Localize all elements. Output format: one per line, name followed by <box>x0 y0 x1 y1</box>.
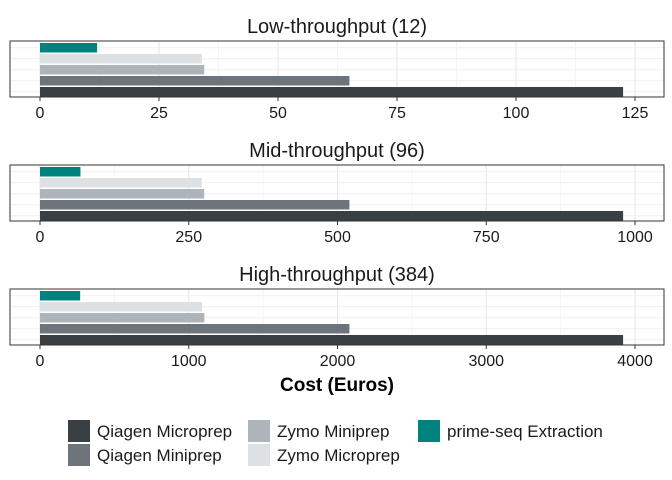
tick-label: 0 <box>36 105 45 122</box>
tick-label: 25 <box>150 105 168 122</box>
bar-zymo-microprep <box>40 54 202 64</box>
tick-label: 125 <box>622 105 649 122</box>
legend: Qiagen Microprep Qiagen Miniprep Zymo Mini… <box>68 420 603 466</box>
bar-prime-seq-extraction <box>40 291 81 301</box>
legend-label: Qiagen Microprep <box>97 422 232 441</box>
legend-swatch <box>248 420 270 442</box>
tick-label: 4000 <box>617 353 653 370</box>
legend-swatch <box>418 420 440 442</box>
bar-qiagen-microprep <box>40 211 624 221</box>
tick-label: 3000 <box>468 353 504 370</box>
legend-label: Zymo Microprep <box>277 446 400 465</box>
tick-label: 1000 <box>617 229 653 246</box>
legend-label: Qiagen Miniprep <box>97 446 222 465</box>
tick-label: 250 <box>175 229 202 246</box>
x-axis-title: Cost (Euros) <box>280 375 394 396</box>
bar-zymo-miniprep <box>40 189 205 199</box>
panel-title: High-throughput (384) <box>239 264 435 286</box>
bar-qiagen-microprep <box>40 335 624 345</box>
bar-zymo-miniprep <box>40 313 205 323</box>
bar-qiagen-miniprep <box>40 200 350 210</box>
bar-prime-seq-extraction <box>40 167 81 177</box>
bar-zymo-microprep <box>40 302 203 312</box>
tick-label: 100 <box>503 105 530 122</box>
bar-zymo-microprep <box>40 178 202 188</box>
legend-item: Qiagen Microprep <box>68 420 232 442</box>
tick-label: 50 <box>269 105 287 122</box>
tick-label: 750 <box>473 229 500 246</box>
bar-qiagen-microprep <box>40 87 624 97</box>
panel-title: Mid-throughput (96) <box>249 140 425 162</box>
bar-zymo-miniprep <box>40 65 205 75</box>
panel-1: Mid-throughput (96) 0 250 500 750 1000 <box>9 140 665 246</box>
panel-0: Low-throughput (12) 0 25 50 75 100 125 <box>9 16 665 122</box>
legend-swatch <box>248 444 270 466</box>
legend-label: prime-seq Extraction <box>447 422 603 441</box>
legend-item: Qiagen Miniprep <box>68 444 222 466</box>
legend-item: prime-seq Extraction <box>418 420 603 442</box>
legend-swatch <box>68 420 90 442</box>
legend-swatch <box>68 444 90 466</box>
tick-label: 75 <box>388 105 406 122</box>
bar-qiagen-miniprep <box>40 324 350 334</box>
tick-label: 1000 <box>171 353 207 370</box>
legend-item: Zymo Microprep <box>248 444 400 466</box>
bar-prime-seq-extraction <box>40 43 98 53</box>
panel-border <box>9 40 665 98</box>
tick-label: 500 <box>324 229 351 246</box>
tick-label: 0 <box>36 353 45 370</box>
panel-border <box>9 288 665 346</box>
tick-label: 0 <box>36 229 45 246</box>
tick-label: 2000 <box>320 353 356 370</box>
panel-2: High-throughput (384) 0 1000 2000 3000 4000 <box>9 264 665 370</box>
panel-border <box>9 164 665 222</box>
legend-item: Zymo Miniprep <box>248 420 389 442</box>
legend-label: Zymo Miniprep <box>277 422 389 441</box>
panel-title: Low-throughput (12) <box>247 16 427 38</box>
bar-qiagen-miniprep <box>40 76 350 86</box>
